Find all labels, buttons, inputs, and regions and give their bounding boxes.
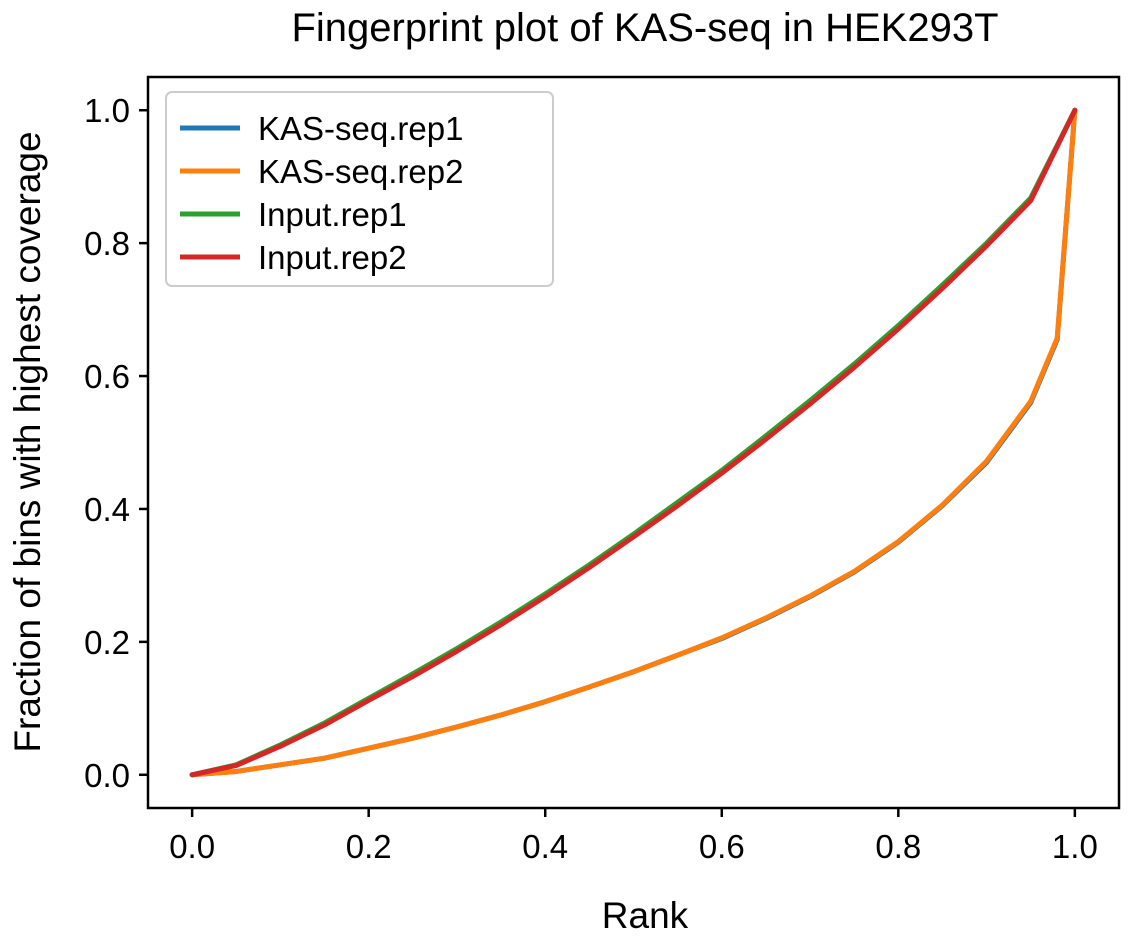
series-line-2 [189,107,1078,778]
x-axis-ticks: 0.0 0.2 0.4 0.6 0.8 1.0 [169,808,1098,865]
x-tick-label: 0.6 [699,828,745,865]
series-line-4 [189,107,1078,778]
legend-label-2: KAS-seq.rep2 [258,153,463,190]
legend-label-3: Input.rep1 [258,196,407,233]
y-tick-label: 1.0 [84,92,130,129]
y-tick-label: 0.0 [84,757,130,794]
x-tick-label: 1.0 [1052,828,1098,865]
y-axis-ticks: 0.0 0.2 0.4 0.6 0.8 1.0 [84,92,148,794]
y-tick-label: 0.2 [84,624,130,661]
x-tick-label: 0.4 [522,828,568,865]
x-tick-label: 0.8 [875,828,921,865]
y-tick-label: 0.8 [84,225,130,262]
y-axis-label: Fraction of bins with highest coverage [7,131,48,752]
x-tick-label: 0.0 [169,828,215,865]
series-layer [189,107,1078,778]
x-tick-label: 0.2 [346,828,392,865]
chart-title: Fingerprint plot of KAS-seq in HEK293T [291,6,998,50]
legend-label-4: Input.rep2 [258,239,407,276]
x-axis-label: Rank [602,895,689,936]
y-tick-label: 0.6 [84,358,130,395]
y-tick-label: 0.4 [84,491,130,528]
legend-box [165,91,554,287]
plot-frame [146,75,1121,810]
legend: KAS-seq.rep1 KAS-seq.rep2 Input.rep1 Input.… [165,91,554,287]
legend-label-1: KAS-seq.rep1 [258,110,463,147]
